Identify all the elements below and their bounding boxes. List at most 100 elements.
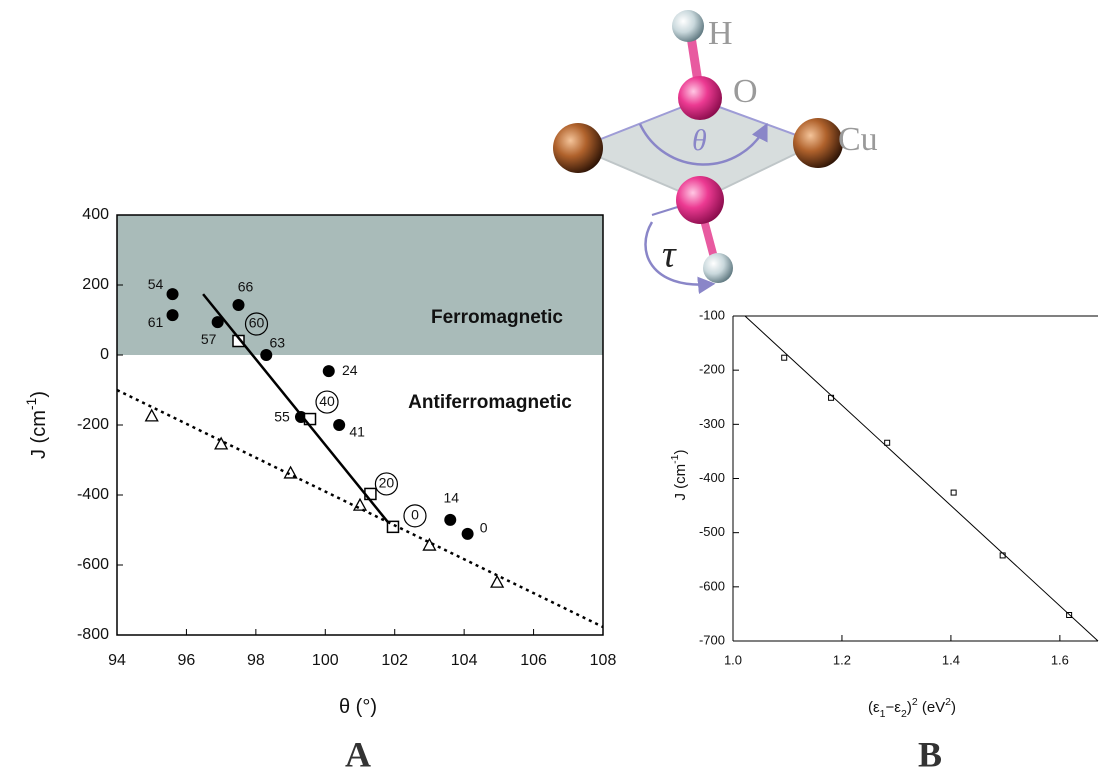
point-label: 54 [148, 276, 164, 292]
point-label: 57 [201, 331, 217, 347]
point [352, 497, 368, 511]
label-part: (eV [918, 699, 946, 716]
point-label: 40 [319, 393, 335, 409]
panel-label: A [345, 734, 371, 772]
point [166, 309, 179, 322]
label-circle [315, 390, 339, 414]
x-tick-label: 108 [590, 652, 617, 669]
point [386, 520, 400, 534]
label-part: −ε [886, 699, 902, 716]
point-label: 0 [411, 507, 419, 523]
x-tick-label: 106 [520, 652, 547, 669]
x-tick-label: 100 [312, 652, 339, 669]
point-label: 14 [443, 490, 459, 506]
annotation: Ferromagnetic [431, 307, 563, 328]
tau-arc [644, 221, 716, 295]
atom-label: H [708, 15, 733, 52]
label-part: J (cm [672, 464, 689, 501]
cu-atom [553, 123, 603, 173]
label-part: J (cm [28, 410, 50, 459]
point [444, 513, 457, 526]
point [322, 365, 335, 378]
y-tick-label: -400 [77, 486, 109, 503]
label-part: -1 [23, 397, 39, 410]
point [232, 334, 245, 348]
point [461, 527, 474, 540]
y-tick-label: -600 [699, 578, 725, 593]
annotation: Antiferromagnetic [408, 392, 572, 413]
point [232, 298, 245, 311]
fit-line [202, 293, 389, 523]
y-tick-label: 0 [100, 346, 109, 363]
x-tick-label: 1.2 [833, 652, 851, 667]
y-tick-label: -600 [77, 556, 109, 573]
point [333, 419, 346, 431]
x-axis-label: θ (°) [339, 696, 377, 718]
x-tick-label: 94 [108, 652, 126, 669]
atom-label: Cu [838, 121, 878, 158]
point [950, 489, 957, 496]
point-label: 60 [249, 315, 265, 331]
angle-label: θ [692, 124, 707, 157]
y-tick-label: -200 [699, 362, 725, 377]
label-part: 2 [901, 708, 907, 720]
point-label: 24 [342, 362, 358, 378]
x-axis-label: (ε1−ε2)2 (eV2) [868, 696, 956, 720]
y-tick-label: -300 [699, 416, 725, 431]
label-part: ) [672, 449, 689, 454]
molecule-diagram: H O Cu θ τ [553, 10, 878, 295]
y-axis-label: J (cm-1) [23, 391, 51, 459]
label-part: θ (°) [339, 696, 377, 718]
x-tick-label: 1.4 [942, 652, 960, 667]
x-tick-label: 104 [451, 652, 478, 669]
label-part: 2 [945, 696, 951, 708]
label-circle [244, 312, 269, 336]
o-atom [678, 76, 722, 120]
y-tick-label: -200 [77, 416, 109, 433]
cu-atom [793, 118, 843, 168]
y-tick-label: 400 [82, 206, 109, 223]
point-label: 0 [480, 520, 488, 536]
x-tick-label: 98 [247, 652, 265, 669]
label-part: -1 [669, 454, 681, 463]
y-tick-label: -700 [699, 632, 725, 647]
point-label: 66 [238, 279, 254, 295]
point [144, 408, 159, 422]
point [211, 316, 224, 329]
y-axis-label: J (cm-1) [669, 449, 689, 500]
label-circle [374, 472, 399, 496]
point [490, 574, 505, 588]
point [828, 394, 835, 401]
fit-line [116, 388, 604, 629]
o-atom [676, 176, 724, 224]
fit-line [744, 315, 1099, 642]
label-part: ) [907, 699, 912, 716]
label-part: ) [951, 699, 956, 716]
shaded-region [117, 215, 603, 355]
point-label: 55 [274, 409, 290, 425]
x-tick-label: 1.0 [724, 652, 742, 667]
h-atom [703, 253, 733, 283]
point [166, 288, 179, 301]
y-tick-label: -100 [699, 307, 725, 322]
y-tick-label: -400 [699, 470, 725, 485]
atom-label: O [733, 73, 758, 110]
point [884, 439, 891, 446]
angle-label: τ [662, 234, 677, 276]
label-part: 1 [880, 708, 886, 720]
x-tick-label: 96 [178, 652, 196, 669]
panel-label: B [918, 734, 942, 772]
point [260, 349, 273, 361]
point-label: 63 [269, 335, 285, 351]
y-tick-label: -800 [77, 626, 109, 643]
x-tick-label: 1.6 [1051, 652, 1069, 667]
theta-arc [638, 122, 768, 166]
point-label: 41 [349, 424, 365, 440]
point-label: 61 [148, 314, 164, 330]
label-part: 2 [912, 696, 918, 708]
point-label: 20 [379, 475, 395, 491]
label-part: (ε [868, 699, 880, 716]
x-tick-label: 102 [381, 652, 408, 669]
point [781, 354, 788, 361]
